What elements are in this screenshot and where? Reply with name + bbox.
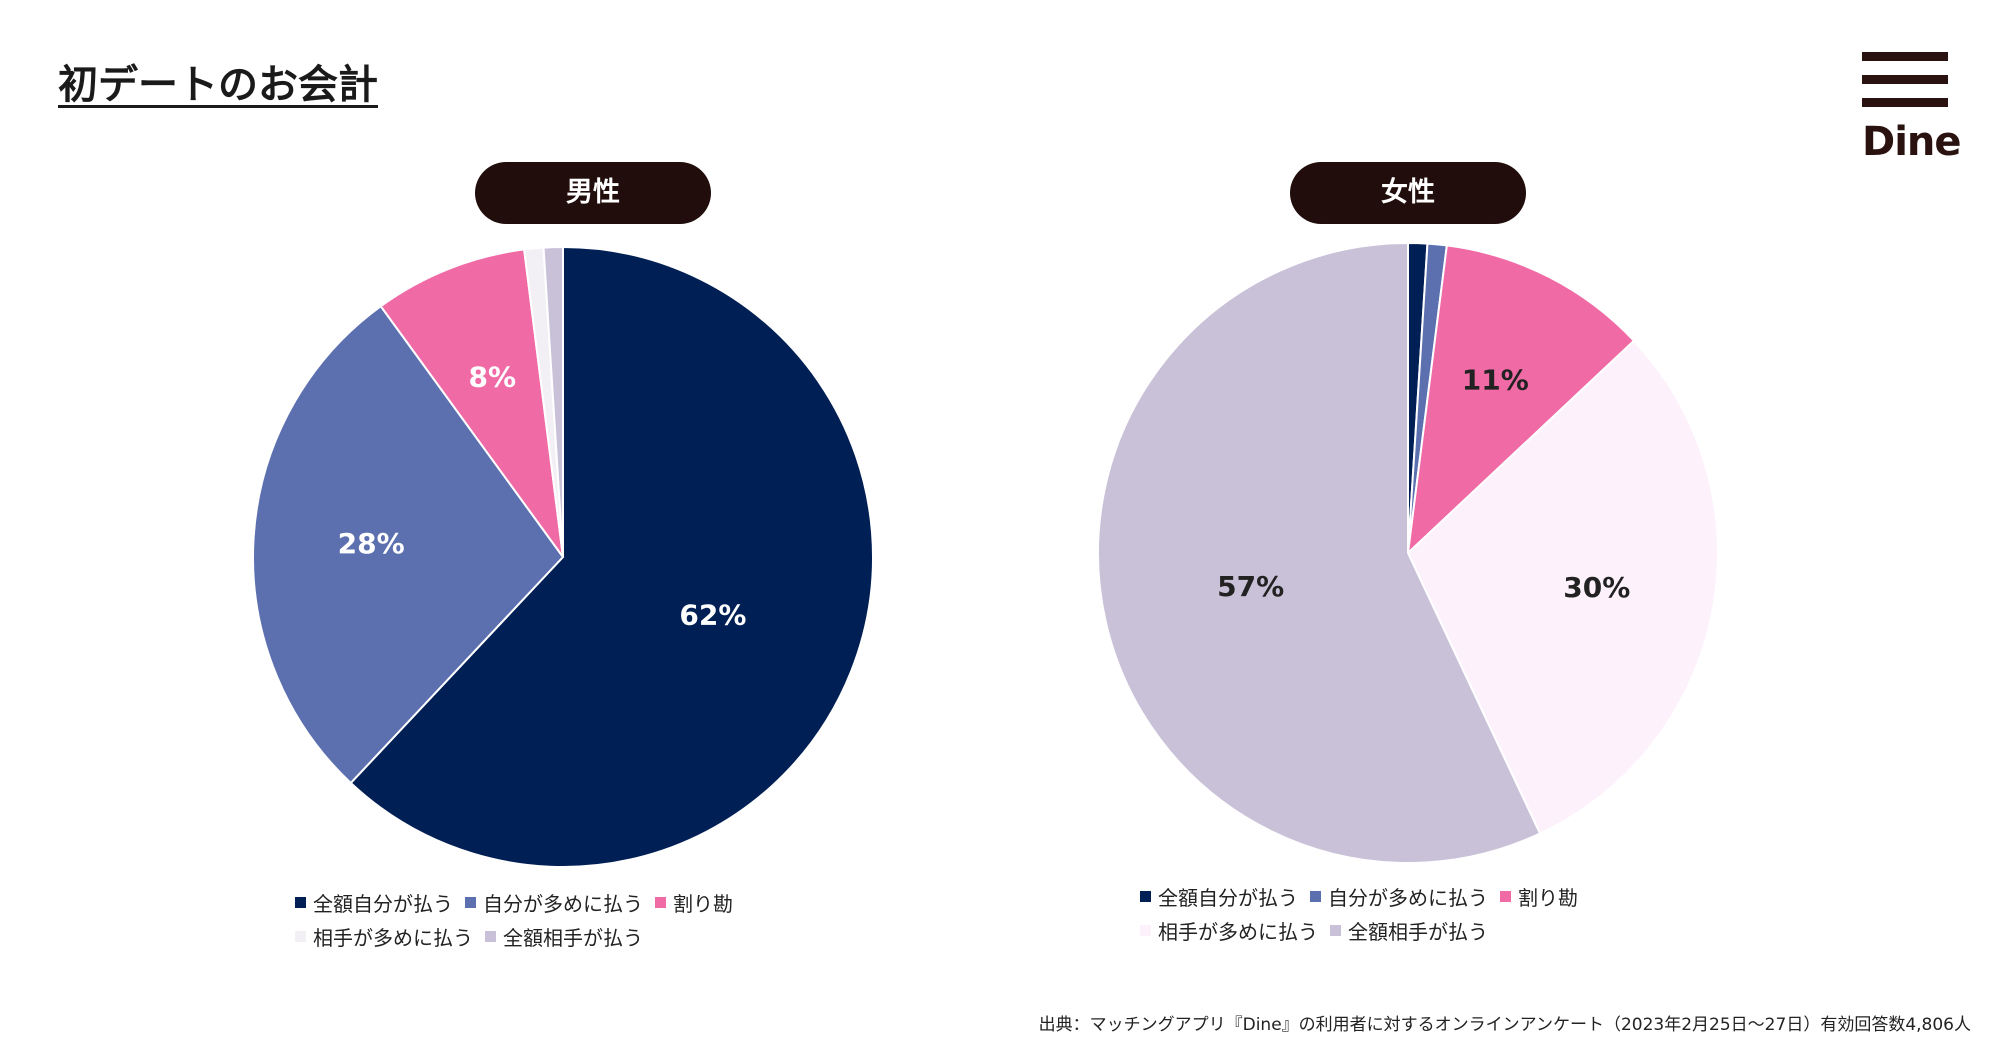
pie-slice-full-partner [542, 245, 564, 558]
logo-bar [1862, 75, 1948, 84]
dine-logo: Dine [1862, 52, 1962, 165]
source-note: 出典：マッチングアプリ『Dine』の利用者に対するオンラインアンケート（2023… [1038, 1015, 1971, 1035]
chart-title-female: 女性 [1290, 162, 1526, 224]
legend-item-full-partner: 全額相手が払う [1330, 916, 1488, 945]
pie-slice-split [379, 248, 564, 558]
logo-bar [1862, 98, 1948, 107]
page-title: 初デートのお会計 [58, 62, 378, 108]
logo-bar [1862, 52, 1948, 61]
legend-item-full-partner: 全額相手が払う [485, 922, 643, 951]
legend-item-split: 割り勘 [1500, 882, 1578, 911]
pie-slice-full-self [349, 245, 874, 868]
pie-slice-more-self [252, 304, 565, 785]
data-label-split: 8% [468, 360, 516, 393]
legend-item-more-self: 自分が多めに払う [465, 888, 643, 917]
legend-item-more-self: 自分が多めに払う [1310, 882, 1488, 911]
logo-text: Dine [1862, 119, 1962, 165]
legend-male: 全額自分が払う 自分が多めに払う 割り勘 相手が多めに払う 全額相手が払う [295, 885, 745, 953]
chart-title-male: 男性 [475, 162, 711, 224]
legend-item-more-partner: 相手が多めに払う [295, 922, 473, 951]
legend-item-full-self: 全額自分が払う [1140, 882, 1298, 911]
legend-item-more-partner: 相手が多めに払う [1140, 916, 1318, 945]
data-label-more-self: 28% [338, 527, 405, 560]
legend-item-full-self: 全額自分が払う [295, 888, 453, 917]
legend-female: 全額自分が払う 自分が多めに払う 割り勘 相手が多めに払う 全額相手が払う [1140, 879, 1590, 947]
data-label-full-self: 62% [679, 598, 746, 631]
legend-item-split: 割り勘 [655, 888, 733, 917]
